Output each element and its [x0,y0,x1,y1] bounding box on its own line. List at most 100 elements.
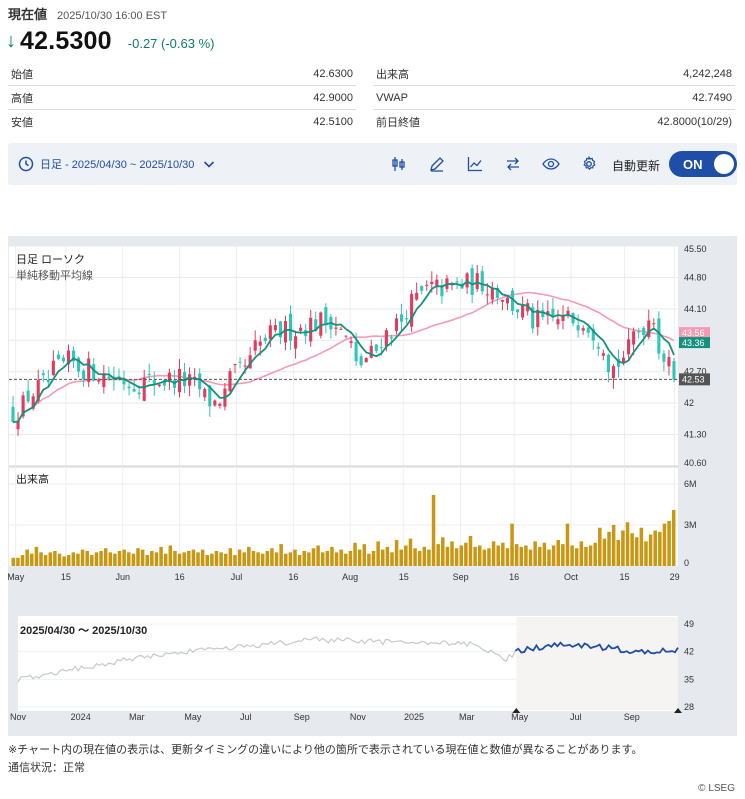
volume-axis-tick: 6M [684,479,697,489]
candle-body [420,286,424,291]
volume-bar [182,552,186,566]
volume-bar [48,552,53,566]
volume-bar [11,557,16,566]
volume-bar [330,546,334,566]
volume-bar [510,523,514,566]
volume-bar [459,545,464,566]
candle-body [218,403,222,406]
volume-bar [214,550,219,566]
candle-body [324,307,328,324]
stat-row-open: 始値 42.6300 [8,62,356,86]
toggle-knob [714,154,734,174]
candle-body [632,331,636,345]
stat-label: 出来高 [376,68,409,81]
volume-bar [574,548,579,566]
overview-axis-tick: 42 [684,647,694,657]
volume-bar [496,545,500,566]
volume-bar [524,545,528,566]
volume-bar [662,523,667,566]
ma-short-price-label: 43.36 [682,338,705,348]
volume-bar [473,546,477,566]
volume-bar [223,553,228,566]
candle-body [253,340,257,351]
volume-bar [519,546,524,566]
volume-bar [408,538,413,566]
volume-bar [237,549,242,566]
candle-body [198,373,202,390]
overview-date-tick: Mar [459,712,475,722]
volume-bar [177,553,182,566]
volume-bar [80,549,85,566]
candle-body [344,335,348,337]
chart-area[interactable]: 45.5044.8044.1043.4042.704241.3040.60May… [8,236,737,736]
volume-bar [514,544,519,566]
candle-body [571,313,575,324]
volume-bar [200,549,205,566]
candle-body [541,310,545,318]
candle-body [26,390,30,402]
candle-body [611,366,616,378]
eye-icon [542,158,560,170]
compare-button[interactable] [494,143,532,185]
volume-axis-tick: 0 [684,558,689,568]
candle-body [263,337,267,342]
volume-bar [122,549,126,566]
candle-body [71,350,76,362]
overview-range-title: 2025/04/30 〜 2025/10/30 [20,625,147,637]
price-chart-svg[interactable]: 45.5044.8044.1043.4042.704241.3040.60May… [8,236,737,736]
ma-long-price-label: 43.56 [682,328,705,338]
volume-bar [371,550,376,566]
candle-body [500,299,504,302]
candle-body [97,380,101,382]
volume-bar [491,541,496,566]
volume-bar [62,556,66,566]
current-price: 42.5300 [20,26,112,55]
overview-axis-tick: 28 [684,702,694,712]
candlestick-button[interactable] [380,143,418,185]
candle-body [334,327,338,329]
volume-bar [441,537,445,566]
candlestick-icon [392,157,405,171]
draw-button[interactable] [418,143,456,185]
volume-bar [76,553,80,566]
line-chart-icon [467,157,482,172]
candle-body [354,341,358,362]
volume-bar [653,530,657,566]
candle-body [268,325,272,340]
stat-label: 始値 [11,68,33,81]
candle-body [238,361,242,363]
chart-toolbar: 日足 - 2025/04/30 ~ 2025/10/30 自動更新 ON [8,143,737,185]
candle-body [495,288,499,298]
volume-bar [53,550,57,566]
range-selector[interactable]: 日足 - 2025/04/30 ~ 2025/10/30 [18,156,222,172]
settings-button[interactable] [570,143,608,185]
volume-bar [344,553,348,566]
visibility-button[interactable] [532,143,570,185]
volume-bar [505,548,510,566]
volume-bar [205,555,210,566]
volume-bar [616,540,621,566]
candle-body [637,331,641,333]
candle-body [531,307,535,329]
volume-bar [297,555,302,566]
candle-body [556,319,560,325]
candle-body [21,395,25,417]
volume-bar [547,549,551,566]
volume-bar [127,552,131,566]
candle-body [314,319,318,332]
candle-body [526,303,530,312]
volume-bar [288,552,293,566]
indicator-button[interactable] [456,143,494,185]
overview-right-handle-icon [674,708,682,713]
candle-body [430,281,434,284]
auto-update-toggle[interactable]: ON [669,151,737,177]
candle-body [440,285,444,297]
ma-short-line [12,280,675,423]
current-price-label-bg [679,373,710,386]
candle-body [627,339,631,355]
volume-bar [671,509,676,566]
volume-bar [150,550,154,566]
volume-bar [436,544,440,566]
candle-body [616,358,621,367]
candle-body [92,364,96,381]
